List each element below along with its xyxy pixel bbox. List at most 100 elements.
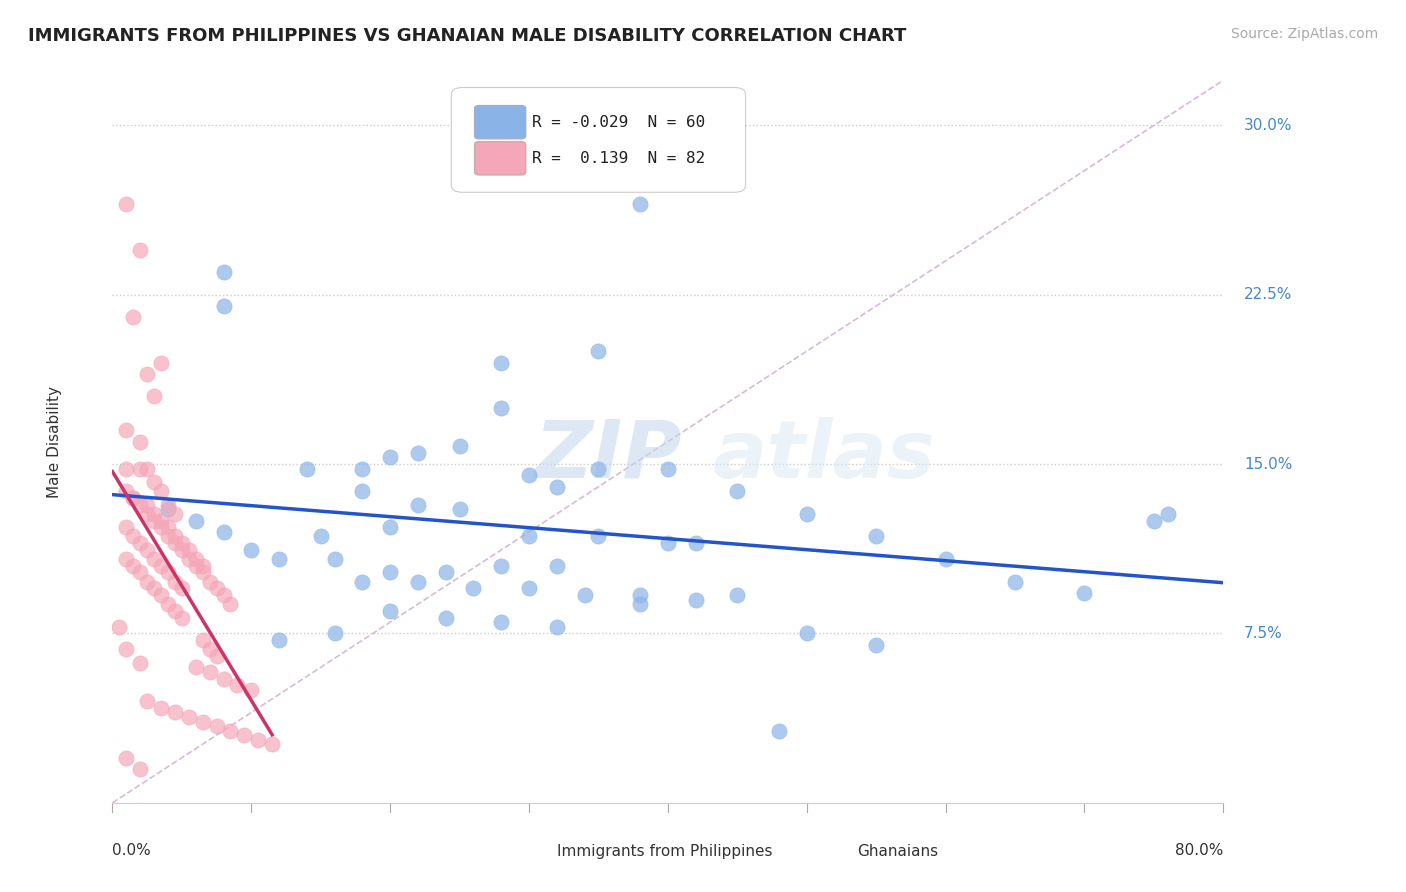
Point (574, 588, 596, 602)
Point (1073, 586, 1095, 600)
Point (219, 597, 242, 611)
Point (517, 468, 540, 483)
Point (628, 597, 651, 611)
FancyBboxPatch shape (803, 838, 853, 865)
Point (588, 529, 610, 543)
Point (406, 446, 429, 460)
Point (150, 514, 173, 528)
Text: atlas: atlas (713, 417, 935, 495)
Text: Ghanaians: Ghanaians (856, 844, 938, 859)
Point (406, 498, 429, 512)
Point (546, 620, 568, 634)
Point (157, 498, 180, 512)
Text: 22.5%: 22.5% (1244, 287, 1292, 302)
Point (157, 597, 180, 611)
Point (240, 682, 263, 697)
Point (136, 574, 159, 589)
Point (108, 620, 131, 634)
Point (143, 514, 166, 528)
Point (115, 552, 138, 566)
FancyBboxPatch shape (475, 105, 526, 139)
Point (205, 719, 228, 733)
Point (198, 665, 221, 679)
Text: Male Disability: Male Disability (48, 385, 62, 498)
Point (198, 642, 221, 657)
Point (768, 723, 790, 738)
Point (323, 626, 346, 640)
Point (212, 524, 235, 539)
Point (212, 265, 235, 279)
Point (1143, 514, 1166, 528)
Point (136, 367, 159, 381)
Point (157, 566, 180, 580)
Point (380, 566, 402, 580)
Point (212, 588, 235, 602)
Point (191, 558, 214, 573)
Point (150, 355, 173, 369)
Point (177, 552, 200, 566)
Point (143, 582, 166, 596)
Point (657, 536, 679, 550)
Point (184, 660, 207, 674)
Point (380, 450, 402, 465)
Point (380, 520, 402, 534)
FancyBboxPatch shape (475, 142, 526, 175)
Point (191, 714, 214, 729)
Text: 0.0%: 0.0% (112, 844, 152, 858)
Point (136, 461, 159, 475)
Text: R =  0.139  N = 82: R = 0.139 N = 82 (533, 151, 706, 166)
Point (157, 520, 180, 534)
Point (115, 750, 138, 764)
FancyBboxPatch shape (451, 87, 745, 193)
Point (685, 592, 707, 607)
Point (588, 461, 610, 475)
Point (150, 484, 173, 499)
Point (212, 299, 235, 313)
Text: 80.0%: 80.0% (1175, 844, 1223, 858)
Point (150, 558, 173, 573)
Point (628, 588, 651, 602)
Point (491, 615, 513, 630)
Point (796, 626, 818, 640)
Point (434, 566, 457, 580)
Point (129, 536, 152, 550)
Point (115, 461, 138, 475)
Point (352, 461, 374, 475)
Point (865, 638, 887, 652)
Point (267, 552, 291, 566)
Point (491, 355, 513, 369)
Point (115, 484, 138, 499)
FancyBboxPatch shape (502, 838, 554, 865)
Point (129, 656, 152, 670)
Point (136, 498, 159, 512)
Point (163, 507, 186, 521)
Point (463, 582, 485, 596)
Point (122, 491, 145, 505)
Point (170, 542, 193, 557)
Point (150, 520, 173, 534)
Point (685, 536, 707, 550)
Point (517, 582, 540, 596)
Text: Source: ZipAtlas.com: Source: ZipAtlas.com (1230, 27, 1378, 41)
Point (205, 648, 228, 663)
Point (122, 558, 145, 573)
Point (184, 558, 207, 573)
Point (491, 401, 513, 415)
Point (240, 542, 263, 557)
Point (226, 678, 249, 692)
Point (491, 558, 513, 573)
Point (150, 701, 173, 715)
Point (247, 732, 270, 747)
Text: Immigrants from Philippines: Immigrants from Philippines (557, 844, 772, 859)
Text: ZIP: ZIP (534, 417, 682, 495)
Point (122, 310, 145, 325)
Point (309, 529, 332, 543)
Point (295, 461, 318, 475)
Point (129, 243, 152, 257)
Point (323, 552, 346, 566)
Point (184, 514, 207, 528)
Point (122, 529, 145, 543)
Point (115, 520, 138, 534)
Point (177, 542, 200, 557)
Point (725, 588, 748, 602)
